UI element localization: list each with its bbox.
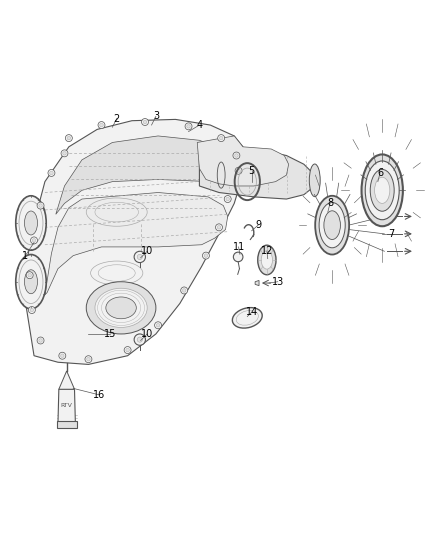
- Ellipse shape: [365, 161, 399, 220]
- Circle shape: [215, 224, 223, 231]
- Text: 10: 10: [141, 246, 153, 256]
- Text: 12: 12: [261, 246, 273, 256]
- Circle shape: [37, 202, 44, 209]
- Ellipse shape: [324, 211, 340, 239]
- Polygon shape: [199, 149, 315, 199]
- Text: 3: 3: [153, 111, 159, 122]
- Circle shape: [224, 196, 231, 203]
- Circle shape: [28, 306, 35, 313]
- Circle shape: [237, 169, 240, 173]
- Text: 5: 5: [248, 166, 255, 176]
- Circle shape: [39, 339, 42, 342]
- Circle shape: [26, 272, 33, 279]
- Ellipse shape: [86, 282, 156, 334]
- Circle shape: [32, 239, 36, 242]
- Text: 16: 16: [93, 390, 106, 400]
- Circle shape: [235, 167, 242, 174]
- Circle shape: [85, 356, 92, 362]
- Circle shape: [143, 120, 147, 124]
- Circle shape: [65, 135, 72, 142]
- Ellipse shape: [309, 164, 320, 197]
- Ellipse shape: [232, 308, 262, 328]
- Circle shape: [204, 254, 208, 257]
- Ellipse shape: [16, 255, 46, 309]
- Text: 15: 15: [104, 329, 117, 339]
- Circle shape: [141, 118, 148, 125]
- Ellipse shape: [95, 288, 147, 327]
- Text: 4: 4: [196, 120, 202, 130]
- Polygon shape: [58, 389, 75, 423]
- Ellipse shape: [370, 169, 394, 211]
- Text: 6: 6: [377, 168, 383, 178]
- Text: 10: 10: [141, 329, 153, 339]
- Ellipse shape: [25, 211, 38, 235]
- Polygon shape: [56, 136, 226, 214]
- Circle shape: [98, 122, 105, 128]
- Circle shape: [155, 322, 162, 329]
- Circle shape: [219, 136, 223, 140]
- Circle shape: [217, 225, 221, 229]
- Circle shape: [31, 237, 38, 244]
- Circle shape: [49, 171, 53, 175]
- Circle shape: [48, 169, 55, 176]
- Ellipse shape: [258, 245, 276, 275]
- Text: 1: 1: [22, 251, 28, 261]
- Circle shape: [134, 334, 145, 345]
- Circle shape: [137, 337, 142, 342]
- Ellipse shape: [361, 155, 403, 226]
- Circle shape: [137, 254, 142, 260]
- Text: 8: 8: [327, 198, 333, 208]
- Circle shape: [156, 324, 160, 327]
- Circle shape: [61, 150, 68, 157]
- Polygon shape: [25, 119, 243, 365]
- Polygon shape: [255, 280, 259, 286]
- Ellipse shape: [25, 270, 38, 294]
- Circle shape: [183, 289, 186, 292]
- Circle shape: [39, 204, 42, 207]
- Ellipse shape: [374, 177, 390, 204]
- Ellipse shape: [16, 196, 46, 250]
- Circle shape: [233, 152, 240, 159]
- Circle shape: [63, 151, 66, 155]
- Circle shape: [226, 197, 230, 201]
- Circle shape: [87, 358, 90, 361]
- Polygon shape: [57, 421, 77, 429]
- Circle shape: [235, 154, 238, 157]
- Circle shape: [124, 346, 131, 353]
- Polygon shape: [59, 371, 74, 389]
- Circle shape: [37, 337, 44, 344]
- Text: 9: 9: [255, 220, 261, 230]
- Circle shape: [59, 352, 66, 359]
- Circle shape: [218, 135, 225, 142]
- Circle shape: [30, 308, 34, 312]
- Text: 14: 14: [246, 307, 258, 317]
- Circle shape: [181, 287, 187, 294]
- Polygon shape: [45, 192, 228, 295]
- Circle shape: [67, 136, 71, 140]
- Circle shape: [28, 273, 32, 277]
- Circle shape: [60, 354, 64, 358]
- Text: 2: 2: [113, 114, 120, 124]
- Ellipse shape: [106, 297, 136, 319]
- Circle shape: [185, 123, 192, 130]
- Circle shape: [134, 251, 145, 263]
- Ellipse shape: [319, 203, 345, 248]
- Text: 7: 7: [388, 229, 394, 239]
- Text: RTV: RTV: [61, 403, 73, 408]
- Circle shape: [202, 252, 209, 259]
- Polygon shape: [197, 136, 289, 186]
- Text: 11: 11: [233, 242, 245, 252]
- Circle shape: [100, 123, 103, 127]
- Circle shape: [187, 125, 190, 128]
- Circle shape: [233, 252, 243, 262]
- Circle shape: [126, 349, 129, 352]
- Text: 13: 13: [272, 277, 284, 287]
- Ellipse shape: [315, 196, 349, 255]
- Ellipse shape: [261, 251, 272, 269]
